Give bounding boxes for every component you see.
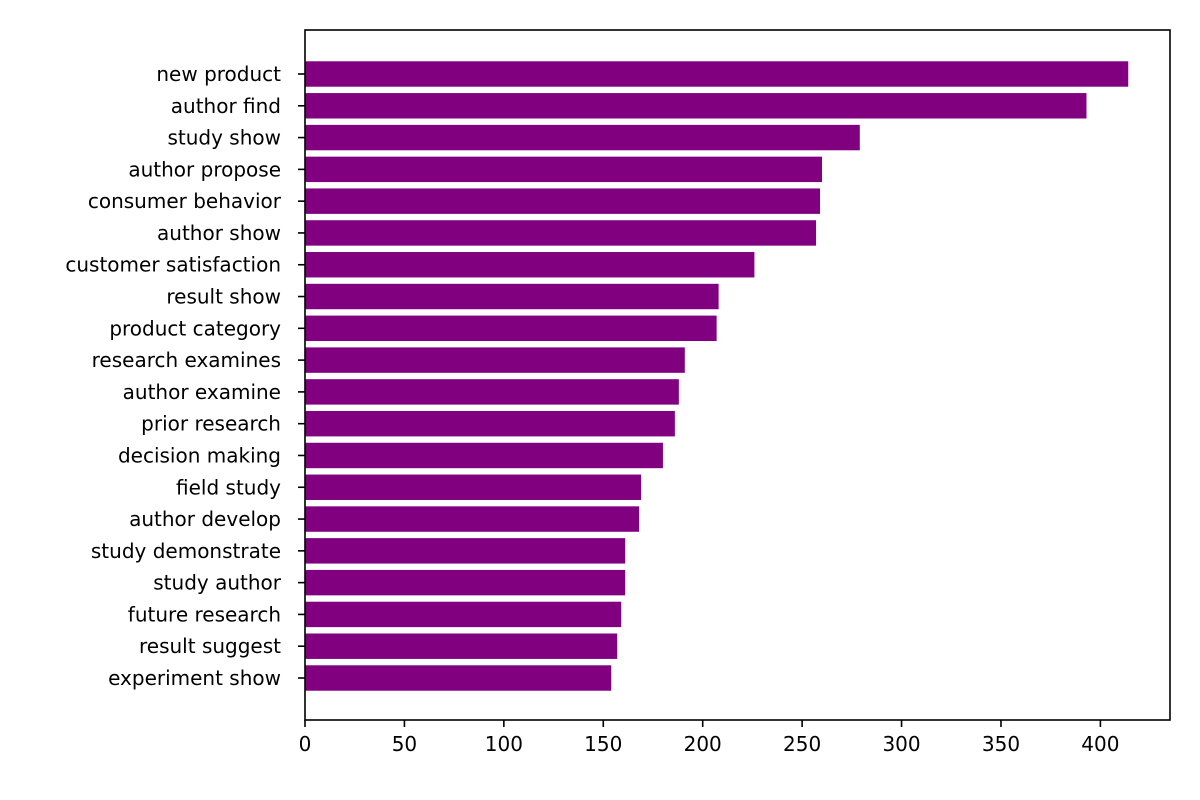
category-label: author show bbox=[157, 221, 281, 245]
bar-author-find bbox=[305, 93, 1087, 119]
category-label: result suggest bbox=[139, 634, 281, 658]
category-label: author examine bbox=[123, 380, 281, 404]
x-tick-label: 200 bbox=[684, 732, 722, 756]
bar-author-develop bbox=[305, 506, 640, 532]
x-tick-label: 300 bbox=[882, 732, 920, 756]
category-label: prior research bbox=[141, 412, 281, 436]
bar-research-examines bbox=[305, 347, 685, 373]
category-label: customer satisfaction bbox=[65, 253, 281, 277]
bar-study-author bbox=[305, 569, 626, 596]
plot-frame bbox=[304, 29, 1171, 721]
x-tick-label: 250 bbox=[783, 732, 821, 756]
category-label: author find bbox=[171, 94, 281, 118]
category-labels-group: new product author find study show author p… bbox=[65, 62, 305, 690]
bar-author-show bbox=[305, 220, 817, 246]
category-label: research examines bbox=[92, 348, 281, 372]
x-tick-label: 50 bbox=[392, 732, 417, 756]
bar-product-category bbox=[305, 315, 717, 342]
bar-result-suggest bbox=[305, 633, 618, 659]
bars-group bbox=[305, 61, 1129, 691]
bar-author-examine bbox=[305, 379, 679, 405]
category-label: study author bbox=[153, 571, 282, 595]
bar-experiment-show bbox=[305, 665, 612, 691]
category-label: study demonstrate bbox=[91, 539, 281, 563]
bar-field-study bbox=[305, 474, 642, 500]
bar-future-research bbox=[305, 601, 622, 628]
category-label: future research bbox=[128, 602, 281, 626]
category-label: field study bbox=[176, 475, 281, 499]
category-label: result show bbox=[166, 285, 281, 309]
category-label: decision making bbox=[118, 443, 281, 467]
category-label: consumer behavior bbox=[88, 189, 282, 213]
bar-study-demonstrate bbox=[305, 538, 626, 564]
category-label: new product bbox=[156, 62, 281, 86]
bar-customer-satisfaction bbox=[305, 252, 755, 278]
category-label: experiment show bbox=[108, 666, 281, 690]
bar-decision-making bbox=[305, 442, 663, 469]
bar-result-show bbox=[305, 283, 719, 310]
x-ticks-group: 0 50 100 150 200 250 300 350 400 bbox=[299, 720, 1119, 756]
bar-consumer-behavior bbox=[305, 188, 821, 214]
category-label: product category bbox=[109, 316, 281, 340]
bar-new-product bbox=[305, 61, 1129, 87]
bar-prior-research bbox=[305, 410, 675, 437]
x-tick-label: 350 bbox=[982, 732, 1020, 756]
x-tick-label: 150 bbox=[584, 732, 622, 756]
category-label: author develop bbox=[129, 507, 281, 531]
x-tick-label: 400 bbox=[1081, 732, 1119, 756]
x-tick-label: 100 bbox=[485, 732, 523, 756]
bar-author-propose bbox=[305, 156, 823, 183]
category-label: author propose bbox=[128, 157, 281, 181]
x-tick-label: 0 bbox=[299, 732, 312, 756]
bar-study-show bbox=[305, 124, 860, 151]
category-label: study show bbox=[167, 126, 281, 150]
